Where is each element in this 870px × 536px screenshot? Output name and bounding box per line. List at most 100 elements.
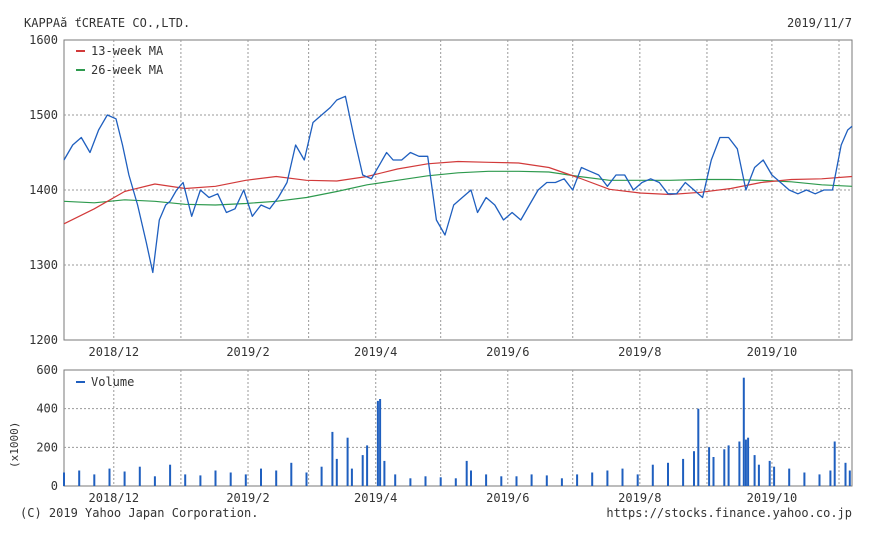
volume-bar <box>361 455 364 486</box>
volume-bar <box>844 462 847 486</box>
price-y-tick-label: 1400 <box>29 183 58 197</box>
copyright: (C) 2019 Yahoo Japan Corporation. <box>20 506 258 520</box>
volume-bar <box>742 377 745 486</box>
volume-bar <box>138 466 141 486</box>
volume-bar <box>465 460 468 486</box>
volume-bar <box>78 470 81 486</box>
price-x-tick-label: 2018/12 <box>89 345 140 359</box>
volume-legend: Volume <box>76 375 134 389</box>
volume-y-tick-label: 400 <box>36 402 58 416</box>
volume-bar <box>744 439 747 486</box>
volume-bars <box>63 377 851 486</box>
volume-bar <box>199 475 202 486</box>
price-y-axis: 1200 1300 1400 1500 1600 <box>29 33 58 347</box>
volume-bar <box>350 468 353 486</box>
price-x-tick-label: 2019/8 <box>618 345 661 359</box>
volume-bar <box>848 470 851 486</box>
legend-ma13-label: 13-week MA <box>91 44 164 58</box>
volume-bar <box>346 437 349 486</box>
legend-volume-label: Volume <box>91 375 134 389</box>
volume-bar <box>753 455 756 486</box>
company-name: KAPPAă ťCREATE CO.,LTD. <box>24 16 190 30</box>
volume-bar <box>621 468 624 486</box>
volume-bar <box>768 460 771 486</box>
volume-bar <box>214 470 217 486</box>
price-y-tick-label: 1200 <box>29 333 58 347</box>
volume-grid <box>64 370 852 486</box>
volume-bar <box>576 474 579 486</box>
volume-y-tick-label: 600 <box>36 363 58 377</box>
volume-bar <box>454 478 457 486</box>
volume-bar <box>606 470 609 486</box>
volume-bar <box>123 471 126 486</box>
volume-bar <box>379 399 382 486</box>
volume-bar <box>376 400 379 486</box>
volume-bar <box>335 458 338 486</box>
volume-bar <box>331 431 334 486</box>
volume-x-tick-label: 2019/2 <box>226 491 269 505</box>
volume-bar <box>667 462 669 486</box>
volume-bar <box>651 464 654 486</box>
volume-bar <box>409 478 412 486</box>
price-x-tick-label: 2019/10 <box>747 345 798 359</box>
price-y-tick-label: 1300 <box>29 258 58 272</box>
volume-bar <box>747 437 750 486</box>
legend-ma26-label: 26-week MA <box>91 63 164 77</box>
volume-bar <box>260 468 262 486</box>
volume-bar <box>693 451 695 486</box>
volume-bar <box>803 472 806 486</box>
volume-x-tick-label: 2019/10 <box>747 491 798 505</box>
volume-bar <box>229 472 232 486</box>
volume-bar <box>500 476 503 486</box>
volume-bar <box>169 464 172 486</box>
price-y-tick-label: 1500 <box>29 108 58 122</box>
volume-bar <box>636 474 639 486</box>
volume-x-tick-label: 2019/6 <box>486 491 529 505</box>
price-lines <box>63 95 853 274</box>
price-x-axis: 2018/12 2019/2 2019/4 2019/6 2019/8 2019/10 <box>89 345 798 359</box>
volume-bar <box>545 475 548 486</box>
volume-bar <box>108 468 111 486</box>
volume-bar <box>366 445 369 486</box>
volume-bar <box>757 464 760 486</box>
volume-bar <box>470 470 472 486</box>
price-y-tick-label: 1600 <box>29 33 58 47</box>
volume-bar <box>424 476 427 486</box>
volume-y-axis: 0 200 400 600 <box>36 363 58 493</box>
volume-y-tick-label: 200 <box>36 440 58 454</box>
volume-bar <box>439 477 442 486</box>
volume-x-tick-label: 2018/12 <box>89 491 140 505</box>
price-x-tick-label: 2019/4 <box>354 345 397 359</box>
volume-bar <box>305 472 308 486</box>
price-x-tick-label: 2019/6 <box>486 345 529 359</box>
chart-date: 2019/11/7 <box>787 16 852 30</box>
source-url: https://stocks.finance.yahoo.co.jp <box>606 506 852 520</box>
volume-bar <box>530 474 533 486</box>
volume-bar <box>712 457 715 486</box>
volume-bar <box>697 408 700 486</box>
volume-bar <box>708 447 711 486</box>
volume-bar <box>320 466 323 486</box>
volume-bar <box>394 474 397 486</box>
volume-bar <box>515 476 518 486</box>
price-line <box>63 95 853 274</box>
volume-x-tick-label: 2019/8 <box>618 491 661 505</box>
volume-bar <box>773 466 776 486</box>
volume-bar <box>682 458 685 486</box>
volume-bar <box>560 478 563 486</box>
volume-bar <box>63 472 65 486</box>
volume-bar <box>275 470 278 486</box>
volume-bar <box>591 472 594 486</box>
volume-unit-label: (x1000) <box>8 422 21 468</box>
volume-bar <box>818 474 821 486</box>
volume-bar <box>788 468 791 486</box>
ma13-line <box>63 160 853 225</box>
price-x-tick-label: 2019/2 <box>226 345 269 359</box>
volume-y-tick-label: 0 <box>51 479 58 493</box>
volume-bar <box>383 460 386 486</box>
volume-x-tick-label: 2019/4 <box>354 491 397 505</box>
volume-panel <box>63 369 853 487</box>
volume-bar <box>244 474 247 486</box>
